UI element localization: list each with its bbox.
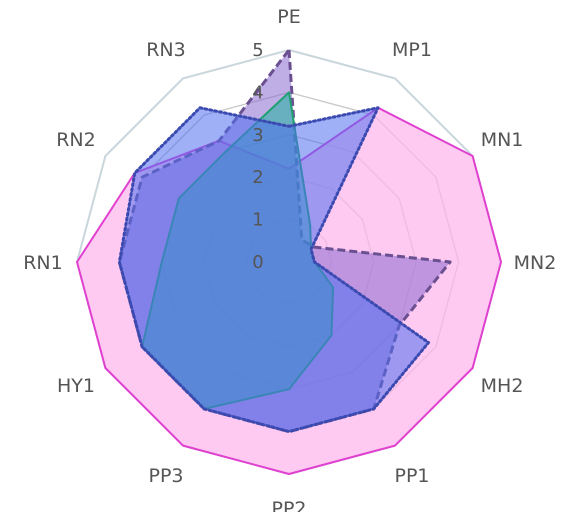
- tick-label: 3: [252, 125, 263, 146]
- tick-label: 4: [252, 82, 263, 103]
- series-4-area: [117, 106, 431, 434]
- radar-series: [76, 48, 502, 475]
- axis-label: PP1: [394, 465, 429, 487]
- axis-label: RN3: [146, 39, 186, 61]
- axis-label: PP2: [271, 498, 306, 512]
- radar-tick-labels: 0 1 2 3 4 5: [252, 40, 263, 273]
- axis-label: MP1: [392, 39, 432, 61]
- axis-label: MN2: [514, 252, 557, 274]
- tick-label: 2: [252, 167, 263, 188]
- axis-label: PE: [277, 6, 300, 28]
- axis-label: HY1: [57, 375, 95, 397]
- tick-label: 1: [252, 210, 263, 231]
- tick-label: 0: [252, 252, 263, 273]
- axis-label: RN1: [23, 252, 63, 274]
- axis-label: MH2: [481, 375, 524, 397]
- axis-label: MN1: [481, 129, 524, 151]
- axis-label: RN2: [56, 129, 96, 151]
- axis-label: PP3: [148, 465, 183, 487]
- radar-axis-labels: PE MP1 MN1 MN2 MH2 PP1 PP2 PP3 HY1 RN1 RN2 RN3: [23, 6, 556, 512]
- tick-label: 5: [252, 40, 263, 61]
